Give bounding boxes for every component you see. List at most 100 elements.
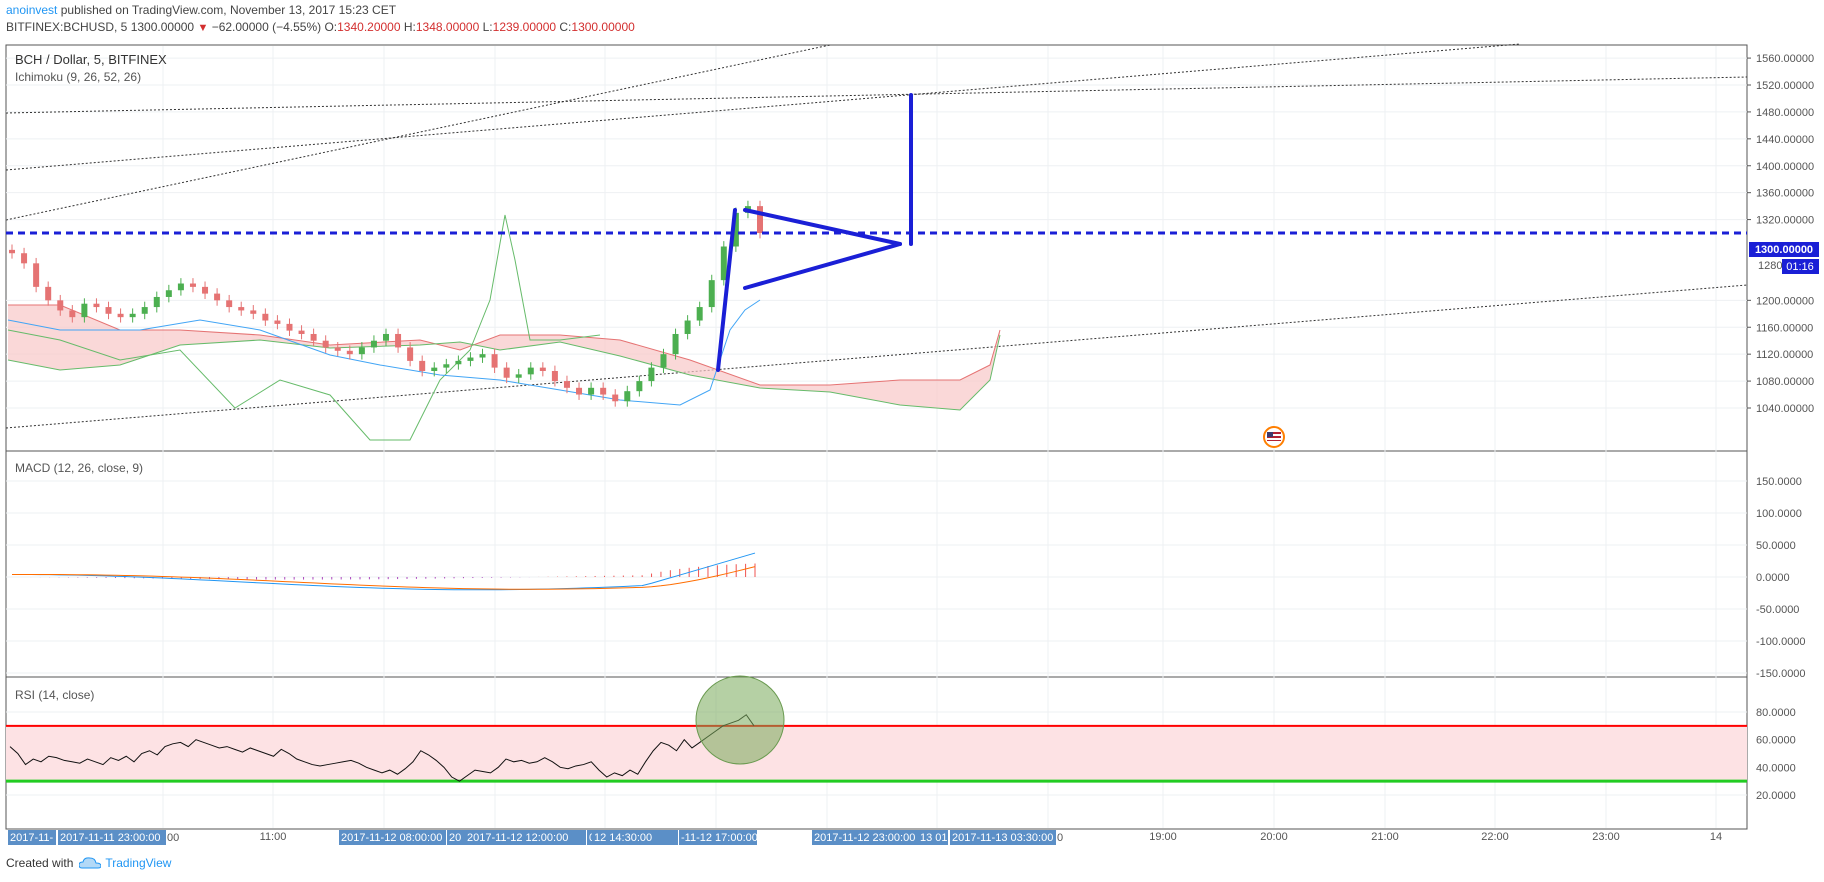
candle-body-47 (576, 387, 583, 395)
candle-body-42 (515, 374, 522, 378)
time-tick-3: 21:00 (1371, 831, 1399, 843)
price-change: −62.00000 (−4.55%) (211, 20, 322, 34)
candle-body-43 (527, 367, 534, 375)
time-badge-bg-8 (679, 830, 757, 845)
candle-body-7 (93, 303, 100, 308)
candle-body-57 (696, 307, 703, 321)
candle-body-4 (57, 300, 64, 311)
macd-tick-label-4: -50.0000 (1756, 604, 1799, 616)
price-tick-label-4: 1400.00000 (1756, 161, 1814, 173)
timer-badge: 01:16 (1786, 261, 1814, 273)
open-label: O: (324, 20, 338, 34)
us-flag-icon[interactable] (1263, 426, 1285, 448)
candle-body-54 (660, 354, 667, 368)
created-with-text: Created with (6, 856, 74, 870)
rsi-tick-label-2: 40.0000 (1756, 762, 1796, 774)
time-badge-bg-5 (465, 830, 586, 845)
time-badge-bg-0 (8, 830, 56, 845)
time-badge-12: 0 (1057, 832, 1063, 844)
senkou-span-b (7, 334, 1001, 411)
channel-line-3 (5, 44, 831, 221)
timer-badge-bg (1782, 259, 1819, 274)
candle-body-27 (334, 347, 341, 351)
candle-body-59 (720, 246, 727, 281)
footer: Created with TradingView (6, 856, 171, 870)
tradingview-brand: TradingView (105, 856, 172, 870)
candle-body-19 (238, 307, 245, 311)
author-link[interactable]: anoinvest (6, 3, 58, 17)
candle-body-22 (274, 320, 281, 324)
price-tick-label-9: 1120.00000 (1756, 349, 1813, 361)
rsi-tick-label-0: 80.0000 (1756, 707, 1796, 719)
candle-body-20 (250, 310, 257, 314)
published-text: published on TradingView.com, November 1… (60, 3, 397, 17)
rsi-tick-label-1: 60.0000 (1756, 735, 1796, 747)
candle-body-11 (141, 307, 148, 314)
candle-body-17 (214, 293, 221, 301)
channel-lines (5, 43, 1748, 429)
price-tick-label-3: 1440.00000 (1756, 134, 1814, 146)
signal-line (11, 566, 756, 590)
candle-body-3 (45, 286, 52, 301)
candle-body-40 (491, 354, 498, 368)
time-badge-2: 00 (167, 832, 179, 844)
candle-body-44 (539, 367, 546, 371)
price-tick-label-6: 1320.00000 (1756, 215, 1814, 227)
time-tick-2: 20:00 (1260, 831, 1288, 843)
down-arrow-icon: ▼ (197, 22, 209, 34)
flagpole-line[interactable] (716, 208, 737, 372)
cloud-fill (8, 305, 1000, 410)
candle-body-49 (600, 387, 607, 395)
main-pane-title: BCH / Dollar, 5, BITFINEX (15, 52, 167, 67)
candle-body-31 (383, 333, 389, 341)
candle-body-41 (503, 367, 510, 378)
candle-body-58 (708, 280, 715, 308)
candle-body-12 (153, 296, 160, 308)
macd-label: MACD (12, 26, close, 9) (15, 461, 143, 475)
price-tick-label-7: 1200.00000 (1756, 295, 1814, 307)
low-label: L: (482, 20, 493, 34)
candle-body-2 (33, 263, 40, 287)
time-badge-1: 2017-11-11 23:00:00 (60, 832, 161, 844)
last-price: 1300.00000 (130, 20, 195, 34)
macd-series (11, 552, 756, 591)
triangle-drawing[interactable] (716, 93, 913, 372)
rsi-highlight-circle[interactable] (695, 675, 785, 765)
candle-body-62 (757, 206, 763, 234)
price-tick-label-2: 1480.00000 (1756, 107, 1814, 119)
time-badge-bg-4 (447, 830, 465, 845)
open-value: 1340.20000 (337, 20, 401, 34)
time-badge-9: 2017-11-12 23:00:00 (814, 832, 915, 844)
candle-body-16 (202, 286, 209, 294)
close-label: C: (559, 20, 572, 34)
macd-line (11, 552, 756, 591)
candle-body-48 (588, 387, 595, 395)
tradingview-link[interactable]: TradingView (79, 856, 171, 870)
price-tick-label-8: 1160.00000 (1756, 322, 1813, 334)
candle-body-8 (105, 307, 112, 314)
price-tick-label-0: 1560.00000 (1756, 53, 1814, 65)
triangle-bottom-line[interactable] (743, 242, 902, 290)
candle-body-52 (636, 381, 643, 392)
price-tick-label-1: 1520.00000 (1756, 80, 1814, 92)
candle-body-23 (286, 323, 293, 331)
triangle-top-line[interactable] (743, 208, 902, 246)
time-badge-5: 2017-11-12 12:00:00 (467, 832, 568, 844)
time-badge-11: 2017-11-13 03:30:00 (952, 832, 1053, 844)
macd-tick-label-1: 100.0000 (1756, 508, 1802, 520)
high-label: H: (403, 20, 416, 34)
time-tick-4: 22:00 (1481, 831, 1509, 843)
macd-tick-label-2: 50.0000 (1756, 540, 1796, 552)
high-value: 1348.00000 (415, 20, 480, 34)
partial-tick-label: 1280 (1758, 260, 1782, 272)
candle-body-28 (346, 350, 353, 355)
time-badge-bg-11 (950, 830, 1056, 845)
candle-body-5 (69, 310, 76, 318)
candle-body-25 (310, 333, 317, 341)
ichimoku-cloud (7, 214, 1001, 441)
time-axis: 11:00 19:00 20:00 21:00 22:00 23:00 14 2017-11-… (8, 830, 1722, 845)
candle-body-56 (684, 320, 691, 334)
senkou-span-a (8, 304, 1001, 386)
ichimoku-label: Ichimoku (9, 26, 52, 26) (15, 70, 141, 84)
